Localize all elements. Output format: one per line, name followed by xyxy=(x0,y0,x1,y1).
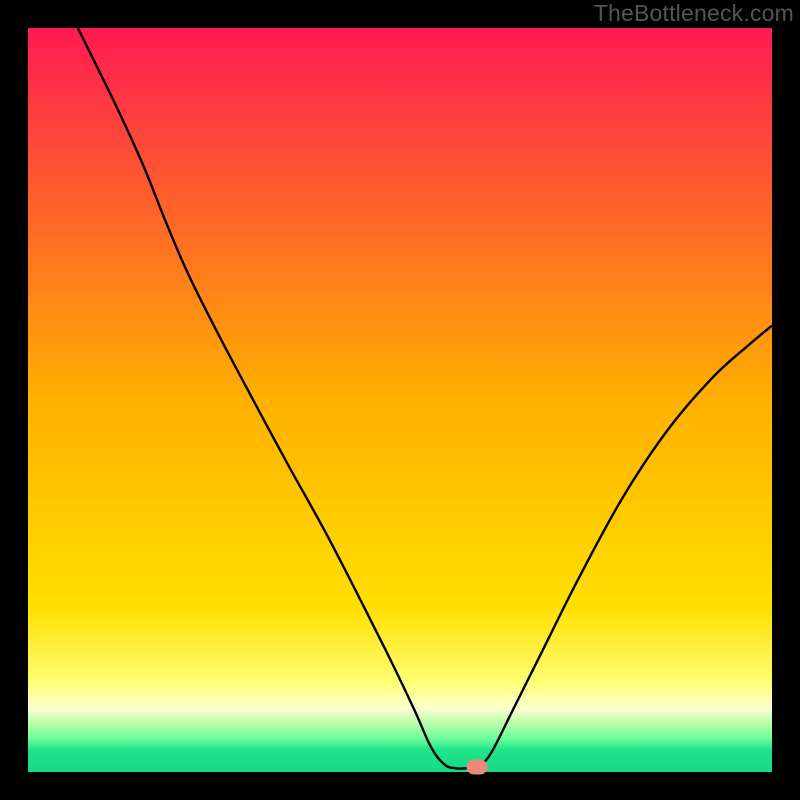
stage: TheBottleneck.com xyxy=(0,0,800,800)
attribution-label: TheBottleneck.com xyxy=(594,0,794,27)
chart-svg xyxy=(0,0,800,800)
plot-background xyxy=(28,28,772,772)
optimal-point-marker xyxy=(466,759,487,774)
